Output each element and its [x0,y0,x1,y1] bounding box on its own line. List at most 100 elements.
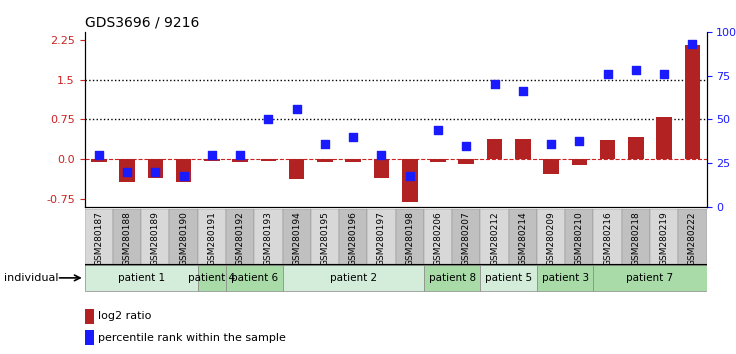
Bar [481,209,509,264]
Bar [565,209,593,264]
Text: GSM280209: GSM280209 [547,212,556,266]
Text: log2 ratio: log2 ratio [97,311,151,321]
Bar [374,159,389,178]
Point [658,71,670,77]
Text: patient 5: patient 5 [485,273,532,283]
Bar [424,209,452,264]
Text: GSM280206: GSM280206 [434,212,442,266]
Text: GSM280194: GSM280194 [292,212,301,266]
Point [602,71,614,77]
Text: GSM280219: GSM280219 [659,212,669,266]
Point [375,152,387,157]
Text: GSM280190: GSM280190 [179,212,188,267]
Point [319,141,330,147]
Text: GSM280207: GSM280207 [461,212,471,266]
Text: GSM280193: GSM280193 [264,212,273,267]
Text: GSM280196: GSM280196 [349,212,358,267]
Text: GSM280195: GSM280195 [320,212,330,267]
Bar [424,265,481,291]
Bar [628,137,644,159]
Bar [684,45,700,159]
Bar [486,139,502,159]
Bar [141,209,169,264]
Point [177,173,189,178]
Text: GSM280214: GSM280214 [518,212,527,266]
Point [545,141,557,147]
Bar [233,159,248,162]
Bar [289,159,305,179]
Bar [396,209,424,264]
Bar [85,330,94,345]
Bar [85,209,113,264]
Point [517,88,528,94]
Bar [572,159,587,165]
Bar [679,209,707,264]
Text: GDS3696 / 9216: GDS3696 / 9216 [85,15,199,29]
Bar [119,159,135,182]
Text: patient 4: patient 4 [188,273,236,283]
Bar [657,117,672,159]
Text: patient 6: patient 6 [230,273,277,283]
Bar [198,265,226,291]
Bar [452,209,481,264]
Bar [509,209,537,264]
Text: GSM280210: GSM280210 [575,212,584,266]
Point [630,68,642,73]
Point [234,152,246,157]
Text: individual: individual [4,273,58,283]
Bar [345,159,361,162]
Point [93,152,105,157]
Text: GSM280198: GSM280198 [406,212,414,267]
Bar [85,265,198,291]
Bar [261,159,276,161]
Bar [431,159,446,162]
Bar [593,209,622,264]
Text: GSM280218: GSM280218 [631,212,640,266]
Bar [176,159,191,182]
Point [206,152,218,157]
Bar [537,209,565,264]
Text: GSM280212: GSM280212 [490,212,499,266]
Bar [317,159,333,162]
Bar [283,209,311,264]
Bar [147,159,163,178]
Bar [537,265,593,291]
Bar [311,209,339,264]
Bar [367,209,396,264]
Text: GSM280197: GSM280197 [377,212,386,267]
Text: GSM280191: GSM280191 [208,212,216,267]
Point [291,106,302,112]
Bar [402,159,417,202]
Bar [91,159,107,162]
Point [263,117,275,122]
Text: GSM280189: GSM280189 [151,212,160,267]
Point [573,138,585,143]
Text: patient 8: patient 8 [428,273,475,283]
Text: patient 3: patient 3 [542,273,589,283]
Point [404,173,416,178]
Bar [600,140,615,159]
Point [461,143,473,149]
Point [121,169,133,175]
Bar [593,265,707,291]
Text: GSM280187: GSM280187 [94,212,103,267]
Bar [459,159,474,164]
Text: GSM280192: GSM280192 [236,212,244,266]
Text: patient 1: patient 1 [118,273,165,283]
Point [687,41,698,47]
Bar [339,209,367,264]
Bar [650,209,679,264]
Text: GSM280216: GSM280216 [603,212,612,266]
Bar [283,265,424,291]
Bar [226,209,254,264]
Bar [169,209,198,264]
Bar [543,159,559,174]
Text: patient 7: patient 7 [626,273,673,283]
Point [489,81,500,87]
Text: GSM280222: GSM280222 [688,212,697,266]
Bar [204,159,219,161]
Bar [226,265,283,291]
Text: GSM280188: GSM280188 [122,212,132,267]
Bar [85,309,94,324]
Point [149,169,161,175]
